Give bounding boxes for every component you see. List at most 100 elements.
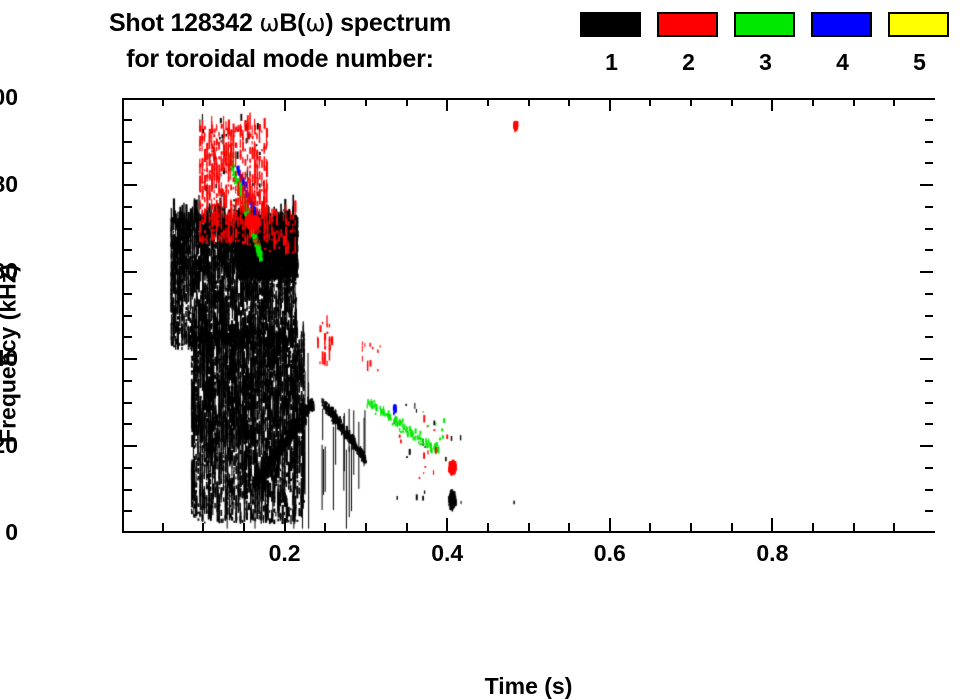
x-tick-label-0.8: 0.8 (756, 540, 789, 566)
y-tick (124, 271, 137, 273)
title-line-2: for toroidal mode number: (126, 45, 434, 73)
legend-label-2: 2 (682, 49, 695, 75)
y-tick-right (925, 162, 933, 165)
y-tick-right (925, 205, 933, 208)
x-tick (852, 523, 855, 531)
x-tick-top (202, 98, 205, 106)
y-tick-right (920, 271, 933, 273)
legend-label-1: 1 (605, 49, 618, 75)
y-tick-right (920, 445, 933, 447)
y-tick-right (925, 488, 933, 491)
omega-symbol-2: ω (305, 9, 326, 37)
x-tick (283, 518, 286, 531)
x-tick-top (405, 98, 408, 106)
x-tick-top (690, 98, 693, 106)
x-tick-label-0.6: 0.6 (593, 540, 626, 566)
legend-item-1[interactable]: 1 (580, 12, 643, 75)
legend-item-3[interactable]: 3 (734, 12, 797, 75)
x-tick (568, 523, 571, 531)
y-tick (124, 118, 132, 121)
x-tick (893, 523, 896, 531)
y-tick-label-20: 20 (0, 432, 18, 458)
y-tick (124, 510, 132, 513)
y-tick-right (925, 510, 933, 513)
y-tick (124, 358, 137, 360)
x-tick-top (446, 98, 449, 111)
x-tick (812, 523, 815, 531)
legend-swatch-1 (580, 12, 641, 37)
x-tick (405, 523, 408, 531)
title-shot-text: Shot 128342 (108, 9, 260, 37)
y-tick-label-100: 100 (0, 84, 18, 110)
title-line-1: Shot 128342 ωB(ω) spectrum (0, 6, 560, 40)
y-tick-label-60: 60 (0, 258, 18, 284)
y-tick (124, 423, 132, 426)
x-tick (690, 523, 693, 531)
y-tick (124, 488, 132, 491)
y-tick-right (925, 140, 933, 143)
y-axis-title: Frequency (kHz) (0, 264, 21, 443)
y-tick (124, 379, 132, 382)
y-tick-label-40: 40 (0, 345, 18, 371)
x-tick (649, 523, 652, 531)
y-tick (124, 466, 132, 469)
x-tick (730, 523, 733, 531)
title-b-text: B( (279, 9, 306, 37)
x-tick-label-0.4: 0.4 (431, 540, 464, 566)
y-tick-right (925, 466, 933, 469)
omega-symbol-1: ω (259, 9, 280, 37)
y-tick-right (920, 184, 933, 186)
legend-swatch-4 (811, 12, 872, 37)
axis-bottom-spine (122, 531, 935, 533)
plot-area: Time (s) (122, 98, 935, 699)
x-tick-top (486, 98, 489, 106)
legend-swatch-5 (888, 12, 949, 37)
x-tick (202, 523, 205, 531)
y-tick (124, 249, 132, 252)
legend-label-3: 3 (759, 49, 772, 75)
x-tick (242, 523, 245, 531)
x-tick-top (161, 98, 164, 106)
x-tick-top (649, 98, 652, 106)
x-tick (364, 523, 367, 531)
y-tick-label-0: 0 (5, 519, 18, 545)
x-tick-top (324, 98, 327, 106)
legend-item-4[interactable]: 4 (811, 12, 874, 75)
figure-title: Shot 128342 ωB(ω) spectrum for toroidal … (0, 0, 560, 76)
y-tick-right (920, 358, 933, 360)
x-tick-top (852, 98, 855, 106)
x-tick-top (608, 98, 611, 111)
legend-item-2[interactable]: 2 (657, 12, 720, 75)
x-tick-top (527, 98, 530, 106)
x-tick (486, 523, 489, 531)
title-spectrum-text: ) spectrum (325, 9, 452, 37)
y-tick (124, 140, 132, 143)
x-tick-label-0.2: 0.2 (268, 540, 301, 566)
y-tick-right (925, 292, 933, 295)
y-tick (124, 401, 132, 404)
x-tick-top (771, 98, 774, 111)
legend-swatch-3 (734, 12, 795, 37)
y-tick (124, 336, 132, 339)
y-tick (124, 314, 132, 317)
axis-left-spine (122, 98, 124, 533)
y-tick-right (925, 401, 933, 404)
legend-item-5[interactable]: 5 (888, 12, 951, 75)
y-tick-right (925, 379, 933, 382)
x-tick-top (242, 98, 245, 106)
x-tick (446, 518, 449, 531)
x-tick-top (568, 98, 571, 106)
y-tick-right (925, 118, 933, 121)
x-tick (527, 523, 530, 531)
x-tick-top (730, 98, 733, 106)
y-tick (124, 292, 132, 295)
x-tick-top (812, 98, 815, 106)
legend: 1 2 3 4 5 (575, 12, 960, 90)
x-tick (324, 523, 327, 531)
x-tick (771, 518, 774, 531)
y-tick-right (925, 227, 933, 230)
y-tick-label-80: 80 (0, 171, 18, 197)
x-tick-top (283, 98, 286, 111)
y-tick (124, 227, 132, 230)
